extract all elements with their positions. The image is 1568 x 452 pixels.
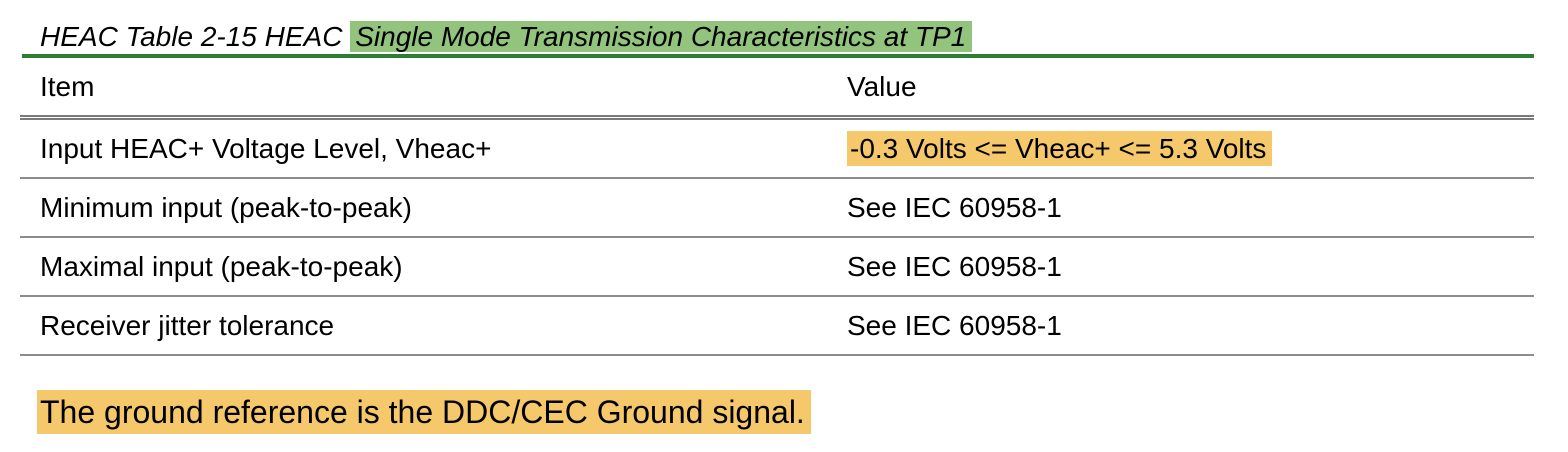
caption-title: Single Mode Transmission Characteristics… (350, 21, 973, 52)
caption-divider (22, 54, 1534, 58)
row-value: See IEC 60958-1 (827, 296, 1534, 356)
header-value: Value (827, 58, 1534, 120)
row-value: See IEC 60958-1 (827, 237, 1534, 297)
row-value-cell: -0.3 Volts <= Vheac+ <= 5.3 Volts (827, 117, 1534, 179)
table-header-row: Item Value (20, 58, 1534, 120)
table-row: Minimum input (peak-to-peak) See IEC 609… (20, 178, 1534, 238)
row-value: See IEC 60958-1 (827, 178, 1534, 238)
table-caption: HEAC Table 2-15 HEAC Single Mode Transmi… (40, 18, 973, 56)
table-row: Maximal input (peak-to-peak) See IEC 609… (20, 237, 1534, 297)
header-item: Item (20, 58, 827, 120)
ground-reference-note: The ground reference is the DDC/CEC Grou… (37, 390, 811, 434)
table-row: Input HEAC+ Voltage Level, Vheac+ -0.3 V… (20, 117, 1534, 179)
row-item: Input HEAC+ Voltage Level, Vheac+ (20, 117, 827, 179)
table-row: Receiver jitter tolerance See IEC 60958-… (20, 296, 1534, 356)
row-item: Maximal input (peak-to-peak) (20, 237, 827, 297)
caption-prefix: HEAC Table 2-15 HEAC (40, 21, 351, 52)
row-value: -0.3 Volts <= Vheac+ <= 5.3 Volts (847, 130, 1273, 166)
row-item: Receiver jitter tolerance (20, 296, 827, 356)
row-item: Minimum input (peak-to-peak) (20, 178, 827, 238)
spec-table: Item Value Input HEAC+ Voltage Level, Vh… (20, 58, 1534, 356)
